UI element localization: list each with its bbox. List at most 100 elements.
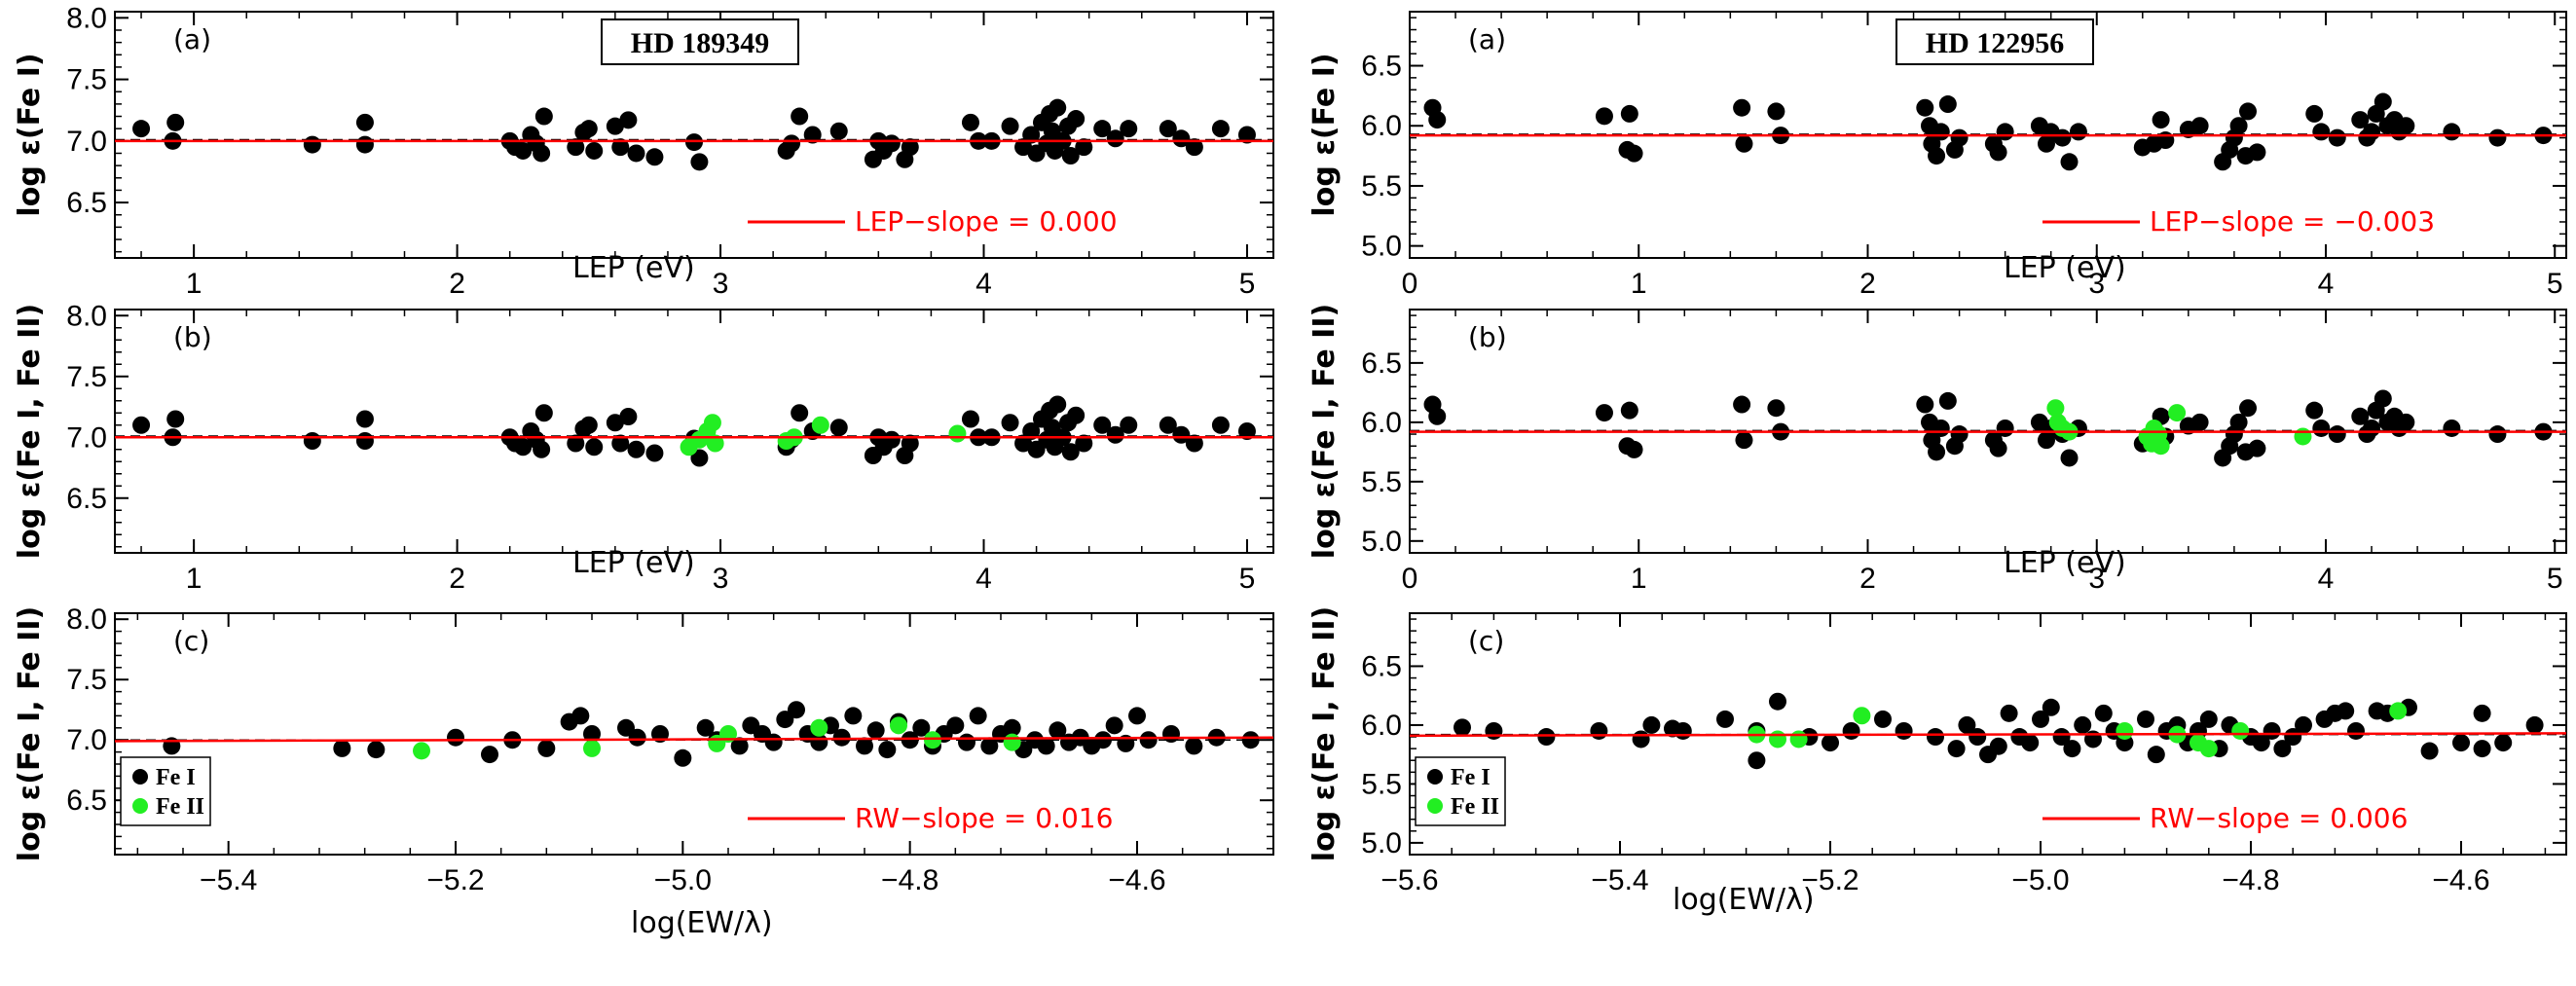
fe1-point <box>1625 144 1643 163</box>
fe1-point <box>961 113 979 131</box>
fe1-point <box>1001 117 1019 135</box>
fe1-point <box>1067 406 1086 424</box>
fe1-point <box>1938 391 1957 410</box>
fe1-point <box>788 701 805 719</box>
fe1-point <box>1947 740 1966 758</box>
y-tick-label: 6.5 <box>66 483 107 515</box>
x-tick-label: 3 <box>713 268 729 300</box>
fe1-point <box>829 419 848 437</box>
fe2-point <box>810 718 828 737</box>
fe2-point <box>890 716 907 735</box>
fe1-point <box>1067 110 1086 128</box>
fe1-point <box>2305 401 2324 420</box>
fe1-point <box>1428 407 1447 425</box>
fe2-point <box>924 731 941 749</box>
x-tick-label: 3 <box>2088 563 2105 595</box>
fe1-point <box>333 739 351 757</box>
fe1-point <box>832 728 851 747</box>
fe1-point <box>1061 147 1080 165</box>
fe1-point <box>567 434 585 453</box>
fe1-point <box>2094 704 2113 722</box>
fe1-point <box>1916 98 1934 117</box>
fe1-point <box>1159 120 1177 138</box>
y-tick-label: 7.0 <box>66 724 107 756</box>
fe1-point <box>1075 434 1093 453</box>
fe1-point <box>2156 131 2175 150</box>
y-tick-label: 6.0 <box>1361 110 1402 142</box>
fe1-point <box>514 438 533 456</box>
fe1-point <box>2488 425 2507 444</box>
fe1-point <box>946 716 965 735</box>
fe1-point <box>2337 702 2355 720</box>
x-tick-label: −5.2 <box>1801 864 1858 896</box>
fe1-point <box>1237 422 1256 440</box>
fe1-point <box>2152 111 2170 129</box>
fe1-point <box>730 737 749 755</box>
fe1-point <box>1061 443 1080 461</box>
fe1-point <box>303 432 321 450</box>
fe1-point <box>606 414 624 432</box>
fe1-point <box>1916 395 1934 414</box>
fe1-point <box>2397 117 2415 135</box>
fe2-point <box>1769 730 1786 749</box>
fe1-point <box>2351 407 2370 425</box>
star-name-box <box>1895 18 2094 65</box>
fe1-point <box>1620 104 1638 123</box>
fe1-point <box>2443 419 2461 437</box>
fe1-point <box>1590 721 1608 740</box>
fe1-point <box>1895 721 1913 740</box>
fe1-point <box>958 733 975 751</box>
slope-label: LEP−slope = −0.003 <box>2150 205 2435 237</box>
fe1-point <box>1106 129 1124 148</box>
fe1-point <box>2525 715 2544 734</box>
fe1-point <box>1237 126 1256 144</box>
y-axis-label: log ε(Fe I, Fe II) <box>1307 304 1342 559</box>
fe1-point <box>969 707 987 725</box>
fe2-point <box>2199 740 2218 758</box>
legend-fe2-label: Fe II <box>1451 794 1499 820</box>
plot-frame <box>114 11 1274 259</box>
y-tick-label: 7.5 <box>66 361 107 393</box>
fe1-point <box>1139 731 1158 749</box>
fe1-point <box>2053 128 2072 147</box>
fe1-point <box>447 728 464 747</box>
fe2-point <box>2168 404 2187 422</box>
x-tick-label: 1 <box>1631 563 1647 595</box>
fe1-point <box>2273 740 2292 758</box>
x-tick-label: 4 <box>975 563 992 595</box>
fe1-point <box>2074 715 2092 734</box>
fe1-point <box>645 148 664 166</box>
x-tick-label: 5 <box>2547 563 2563 595</box>
y-axis-label: log ε(Fe I) <box>1307 53 1342 216</box>
fe1-point <box>1093 416 1112 434</box>
fe1-point <box>690 153 709 171</box>
fe2-point <box>1003 733 1021 751</box>
fe1-point <box>1735 134 1753 153</box>
fe1-point <box>2137 710 2154 728</box>
panel-letter: (c) <box>173 625 209 657</box>
x-tick-label: 2 <box>449 563 465 595</box>
x-tick-label: −4.6 <box>1108 864 1165 896</box>
fe1-point <box>1874 710 1892 728</box>
fe1-point <box>1120 120 1138 138</box>
fe1-point <box>1842 721 1860 740</box>
fe1-point <box>1928 443 1946 461</box>
fe1-point <box>2374 92 2392 111</box>
fe1-point <box>1185 434 1203 453</box>
y-axis-label: log ε(Fe I, Fe II) <box>13 304 47 559</box>
x-tick-label: 0 <box>1402 268 1418 300</box>
fe1-point <box>2069 123 2087 141</box>
fe1-point <box>2443 123 2461 141</box>
fe1-point <box>866 721 885 740</box>
fe1-point <box>355 410 374 428</box>
y-tick-label: 6.5 <box>66 187 107 219</box>
fe1-point <box>1595 404 1613 422</box>
fe1-point <box>901 434 919 453</box>
fe1-point <box>2397 413 2415 431</box>
fe1-point <box>1932 123 1950 141</box>
panel-c-0: 6.5 7.0 7.5 8.0 −5.4 −5.2 −5.0 −4.8 −4.6 log(EW/λ… <box>13 603 1274 940</box>
x-tick-label: −5.2 <box>426 864 484 896</box>
fe1-point <box>1822 734 1839 752</box>
slope-label: RW−slope = 0.006 <box>2150 802 2408 834</box>
fe1-point <box>1735 431 1753 450</box>
